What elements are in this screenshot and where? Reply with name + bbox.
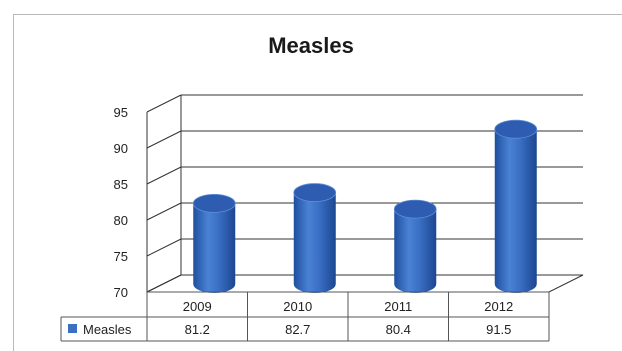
- x-category-label: 2012: [484, 299, 513, 314]
- data-value-label: 82.7: [285, 322, 310, 337]
- gridline-side: [146, 94, 182, 113]
- y-tick-label: 90: [114, 141, 128, 156]
- y-tick-label: 95: [114, 105, 128, 120]
- bar-top: [494, 119, 538, 139]
- bar-2012: [494, 119, 538, 293]
- bars: [192, 119, 538, 293]
- bar-2010: [293, 183, 337, 293]
- data-value-label: 80.4: [386, 322, 411, 337]
- legend-series-name: Measles: [83, 322, 132, 337]
- data-table: 2009 2010 2011 2012 Measles 81.2 82.7 80.4 91.5: [60, 291, 550, 342]
- y-axis-ticks: 70 75 80 85 90 95: [114, 105, 128, 300]
- y-tick-label: 85: [114, 177, 128, 192]
- gridline-side: [146, 238, 182, 257]
- bar-body: [193, 203, 236, 293]
- gridline-side: [146, 130, 182, 149]
- y-tick-label: 80: [114, 213, 128, 228]
- chart-title: Measles: [268, 33, 354, 58]
- data-value-label: 81.2: [185, 322, 210, 337]
- x-category-label: 2009: [183, 299, 212, 314]
- bar-top: [192, 193, 236, 213]
- bar-top: [293, 183, 337, 202]
- bar-top: [393, 199, 437, 219]
- bar-body: [293, 192, 336, 293]
- bar-body: [394, 209, 437, 293]
- gridline-side: [146, 166, 182, 185]
- gridline-side: [146, 202, 182, 221]
- bar-body: [494, 129, 537, 293]
- x-category-label: 2011: [384, 299, 412, 314]
- chart-area: [13, 14, 622, 351]
- bar-2011: [393, 199, 437, 293]
- x-category-label: 2010: [283, 299, 312, 314]
- legend-key: [68, 324, 77, 333]
- data-value-label: 91.5: [486, 322, 511, 337]
- gridline-side: [146, 274, 182, 293]
- bar-2009: [192, 193, 236, 293]
- y-tick-label: 70: [114, 285, 128, 300]
- y-tick-label: 75: [114, 249, 128, 264]
